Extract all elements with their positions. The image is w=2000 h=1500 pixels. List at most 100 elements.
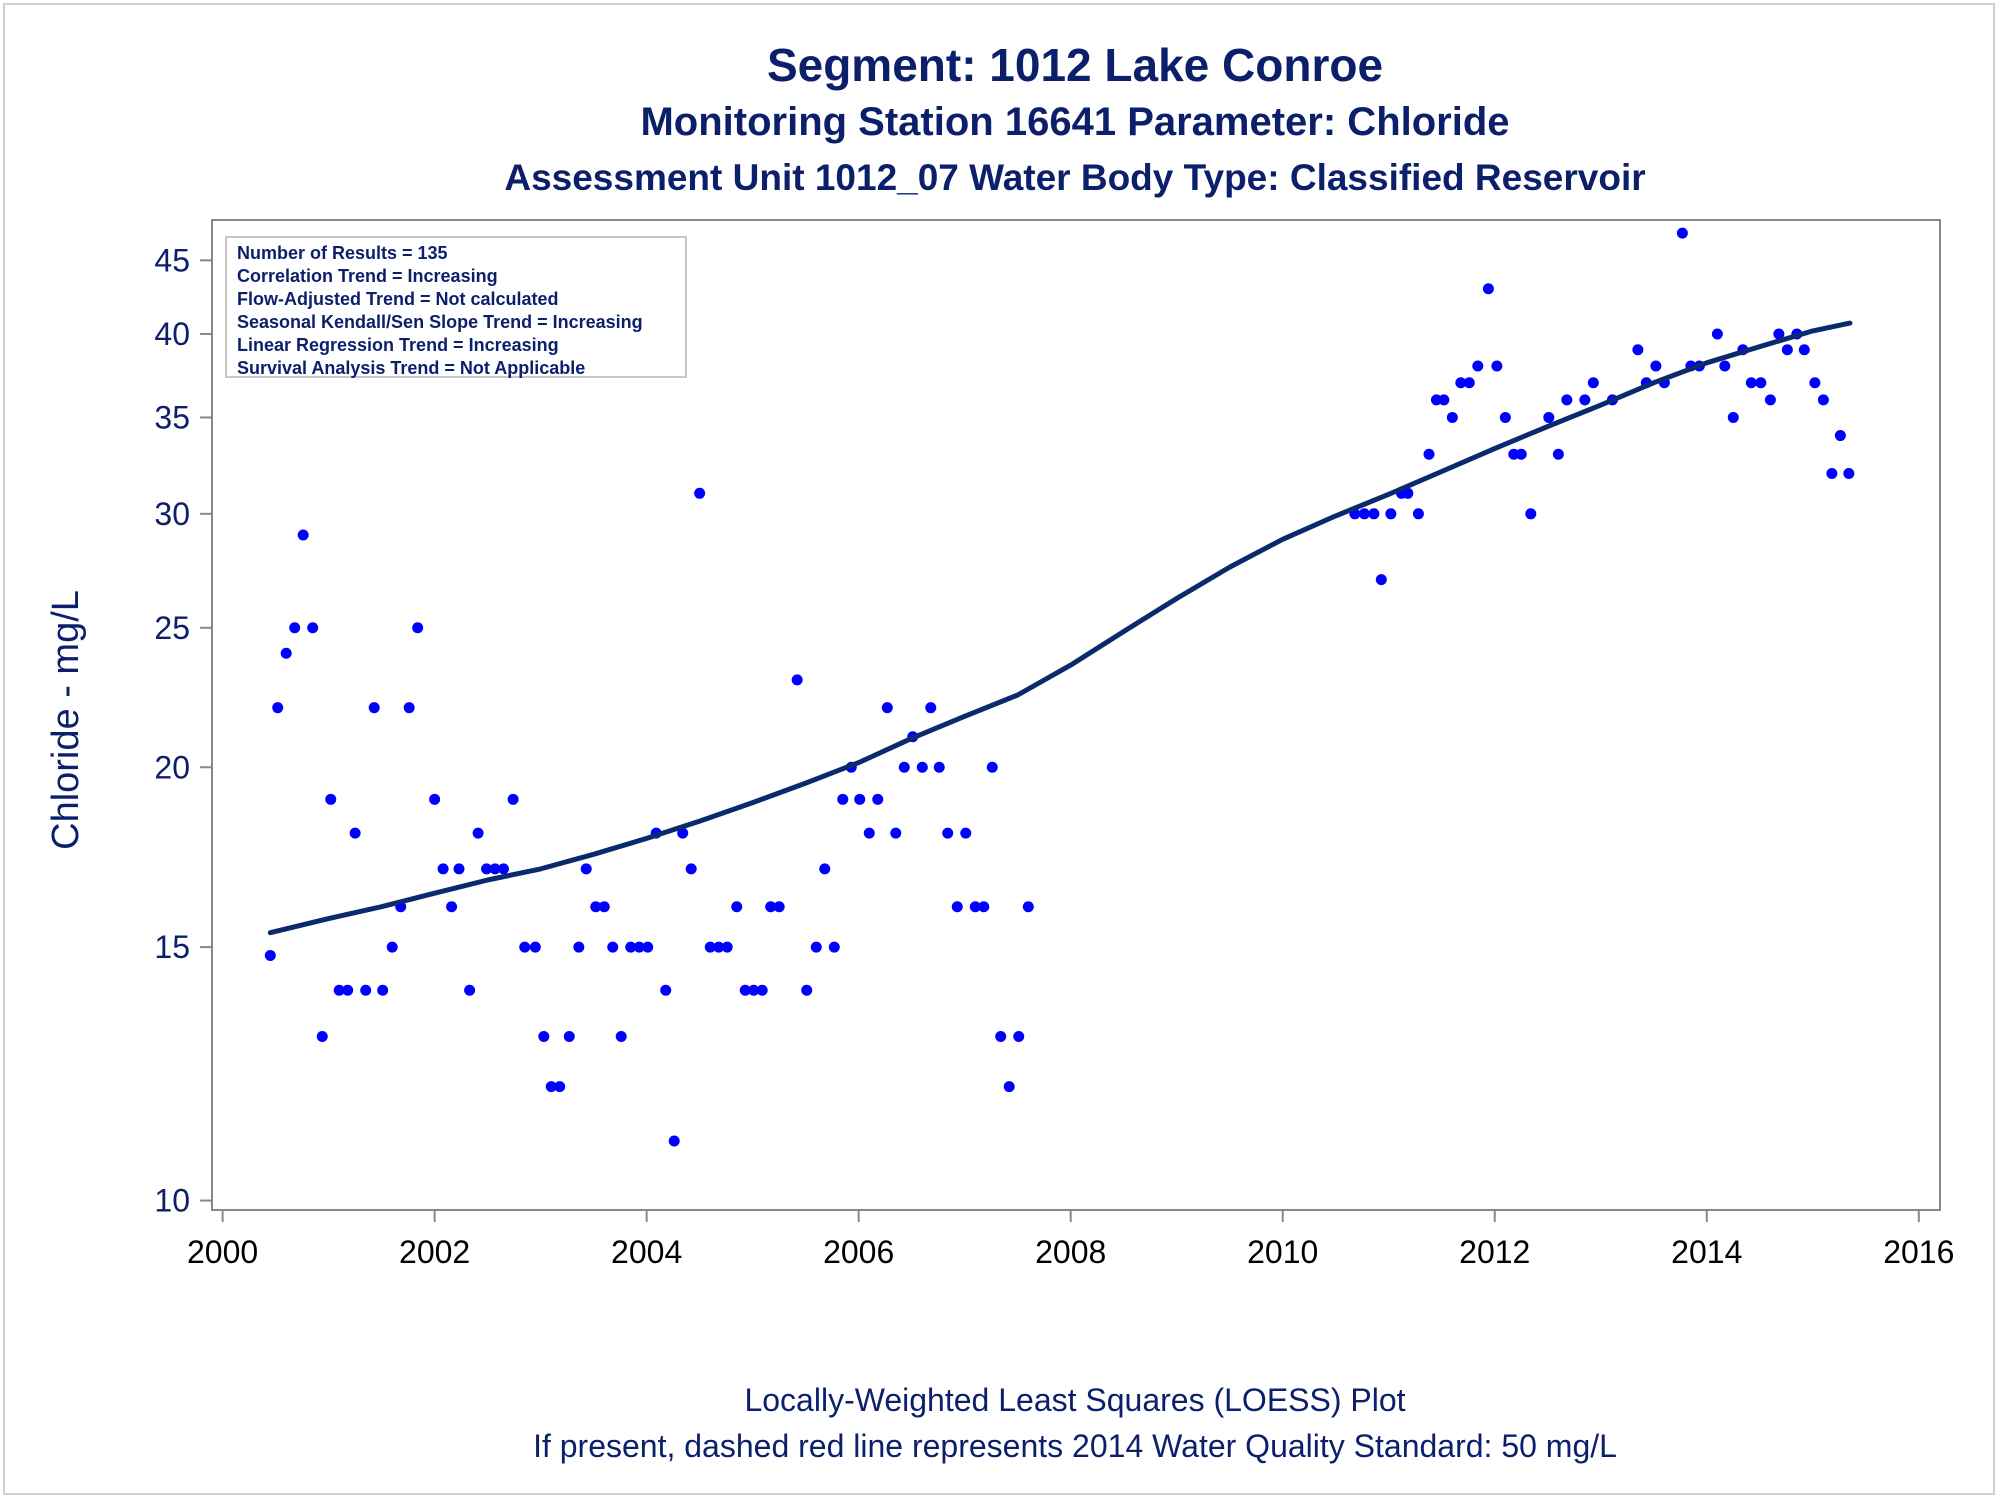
y-tick-label: 30 xyxy=(154,496,190,532)
data-point xyxy=(756,984,768,996)
data-point xyxy=(713,941,725,953)
legend-item: Survival Analysis Trend = Not Applicable xyxy=(237,358,586,378)
data-point xyxy=(472,827,484,839)
data-point xyxy=(342,984,354,996)
legend-item: Linear Regression Trend = Increasing xyxy=(237,335,559,355)
x-tick-label: 2004 xyxy=(611,1234,682,1270)
data-point xyxy=(810,941,822,953)
data-point xyxy=(507,793,519,805)
x-tick-label: 2008 xyxy=(1035,1234,1106,1270)
x-tick-label: 2014 xyxy=(1671,1234,1742,1270)
data-point xyxy=(1402,487,1414,499)
data-point xyxy=(828,941,840,953)
data-point xyxy=(607,941,619,953)
data-point xyxy=(933,761,945,773)
data-point xyxy=(1561,394,1573,406)
plot-area xyxy=(211,219,1941,1211)
data-point xyxy=(925,702,937,714)
data-point xyxy=(377,984,389,996)
data-point xyxy=(1358,508,1370,520)
data-point xyxy=(969,901,981,913)
data-point xyxy=(1423,448,1435,460)
data-point xyxy=(1727,411,1739,423)
data-point xyxy=(625,941,637,953)
trend-legend: Number of Results = 135 Correlation Tren… xyxy=(225,236,687,378)
y-axis-label: Chloride - mg/L xyxy=(45,590,87,850)
data-point xyxy=(694,487,706,499)
data-point xyxy=(1843,467,1855,479)
data-point xyxy=(368,702,380,714)
x-tick-label: 2000 xyxy=(187,1234,258,1270)
data-point xyxy=(437,863,449,875)
data-point xyxy=(1711,328,1723,340)
data-point xyxy=(960,827,972,839)
data-point xyxy=(1463,377,1475,389)
data-point xyxy=(1817,394,1829,406)
legend-item: Correlation Trend = Increasing xyxy=(237,266,498,286)
data-point xyxy=(1632,344,1644,356)
data-point xyxy=(1368,508,1380,520)
y-tick-label: 40 xyxy=(154,316,190,352)
data-point xyxy=(349,827,361,839)
data-point xyxy=(307,622,319,634)
data-point xyxy=(1650,360,1662,372)
data-point xyxy=(481,863,493,875)
loess-line xyxy=(267,320,1853,936)
data-point xyxy=(1515,448,1527,460)
x-tick-label: 2016 xyxy=(1883,1234,1954,1270)
data-point xyxy=(791,674,803,686)
data-point xyxy=(316,1031,328,1043)
data-point xyxy=(545,1081,557,1093)
data-point xyxy=(280,647,292,659)
data-point xyxy=(633,941,645,953)
y-tick-label: 15 xyxy=(154,929,190,965)
data-point xyxy=(446,901,458,913)
data-point xyxy=(1773,328,1785,340)
chart-subtitle-assessment: Assessment Unit 1012_07 Water Body Type:… xyxy=(504,157,1646,198)
data-point xyxy=(765,901,777,913)
data-point xyxy=(801,984,813,996)
data-point xyxy=(615,1031,627,1043)
data-point xyxy=(325,793,337,805)
data-point xyxy=(1438,394,1450,406)
data-point xyxy=(498,863,510,875)
x-tick-label: 2006 xyxy=(823,1234,894,1270)
data-point xyxy=(1472,360,1484,372)
data-point xyxy=(489,863,501,875)
data-point xyxy=(1552,448,1564,460)
data-point xyxy=(773,901,785,913)
data-point xyxy=(1719,360,1731,372)
data-point xyxy=(453,863,465,875)
data-point xyxy=(642,941,654,953)
data-point xyxy=(731,901,743,913)
data-point xyxy=(986,761,998,773)
data-point xyxy=(1587,377,1599,389)
data-point xyxy=(1375,574,1387,586)
y-tick-label: 25 xyxy=(154,610,190,646)
data-point xyxy=(1755,377,1767,389)
data-point xyxy=(1781,344,1793,356)
data-point xyxy=(1764,394,1776,406)
data-point xyxy=(704,941,716,953)
data-point xyxy=(668,1135,680,1147)
y-tick-label: 10 xyxy=(154,1183,190,1219)
data-point xyxy=(598,901,610,913)
data-point xyxy=(1798,344,1810,356)
footnote-standard: If present, dashed red line represents 2… xyxy=(533,1428,1617,1464)
data-point xyxy=(1022,901,1034,913)
data-points xyxy=(264,227,1855,1147)
chart-title: Segment: 1012 Lake Conroe xyxy=(766,39,1384,91)
data-point xyxy=(916,761,928,773)
chart-subtitle-station: Monitoring Station 16641 Parameter: Chlo… xyxy=(640,100,1510,144)
data-point xyxy=(464,984,476,996)
data-point xyxy=(1003,1081,1015,1093)
data-point xyxy=(854,793,866,805)
data-point xyxy=(660,984,672,996)
data-point xyxy=(677,827,689,839)
data-point xyxy=(837,793,849,805)
legend-item: Seasonal Kendall/Sen Slope Trend = Incre… xyxy=(237,312,643,332)
data-point xyxy=(863,827,875,839)
data-point xyxy=(580,863,592,875)
data-point xyxy=(1446,411,1458,423)
